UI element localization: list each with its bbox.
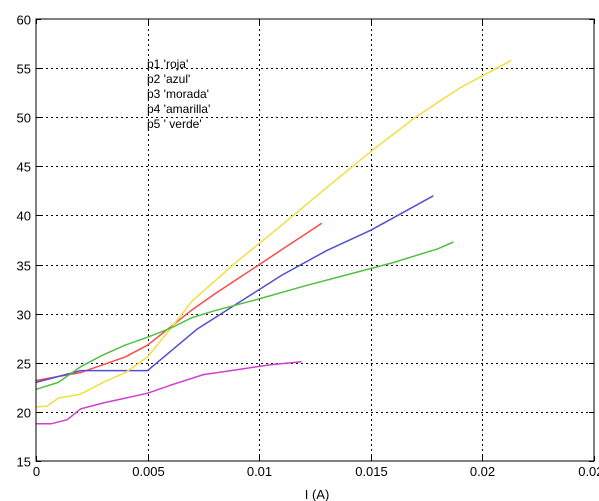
y-tick-label: 45 [17,160,31,175]
legend-annotation-line: p1 'roja' [147,57,188,71]
legend-annotation-line: p3 'morada' [147,87,209,101]
x-tick-label: 0.01 [247,464,272,479]
legend-annotation: p1 'roja'p2 'azul'p3 'morada'p4 'amarill… [147,57,210,131]
y-tick-label: 55 [17,62,31,77]
series-line-1 [35,222,323,382]
y-tick-label: 35 [17,259,31,274]
grid [36,19,594,461]
x-axis-label: I (A) [305,487,330,501]
y-tick-label: 25 [17,357,31,372]
legend-annotation-line: p4 'amarilla' [147,102,210,116]
legend-annotation-line: p5 ' verde' [147,117,202,131]
series-lines [35,59,512,425]
x-tick-label: 0.02 [470,464,495,479]
y-tick-label: 60 [17,13,31,28]
y-tick-label: 30 [17,308,31,323]
y-tick-label: 40 [17,209,31,224]
x-tick-label: 0 [33,464,40,479]
plot-area-frame [35,18,595,462]
tick-labels: 0 0.005 0.01 0.015 0.02 0.025 15 20 25 30 35 40 45 50… [17,13,599,480]
y-tick-label: 20 [17,406,31,421]
legend-annotation-line: p2 'azul' [147,72,190,86]
series-line-5 [35,241,454,391]
x-tick-label: 0.025 [578,464,599,479]
y-tick-label: 50 [17,111,31,126]
x-tick-label: 0.005 [132,464,165,479]
series-line-2 [35,195,434,384]
series-line-3 [36,361,302,425]
x-tick-label: 0.015 [355,464,388,479]
axis-ticks [36,19,595,462]
series-line-4 [35,59,512,408]
y-tick-label: 15 [17,455,31,470]
